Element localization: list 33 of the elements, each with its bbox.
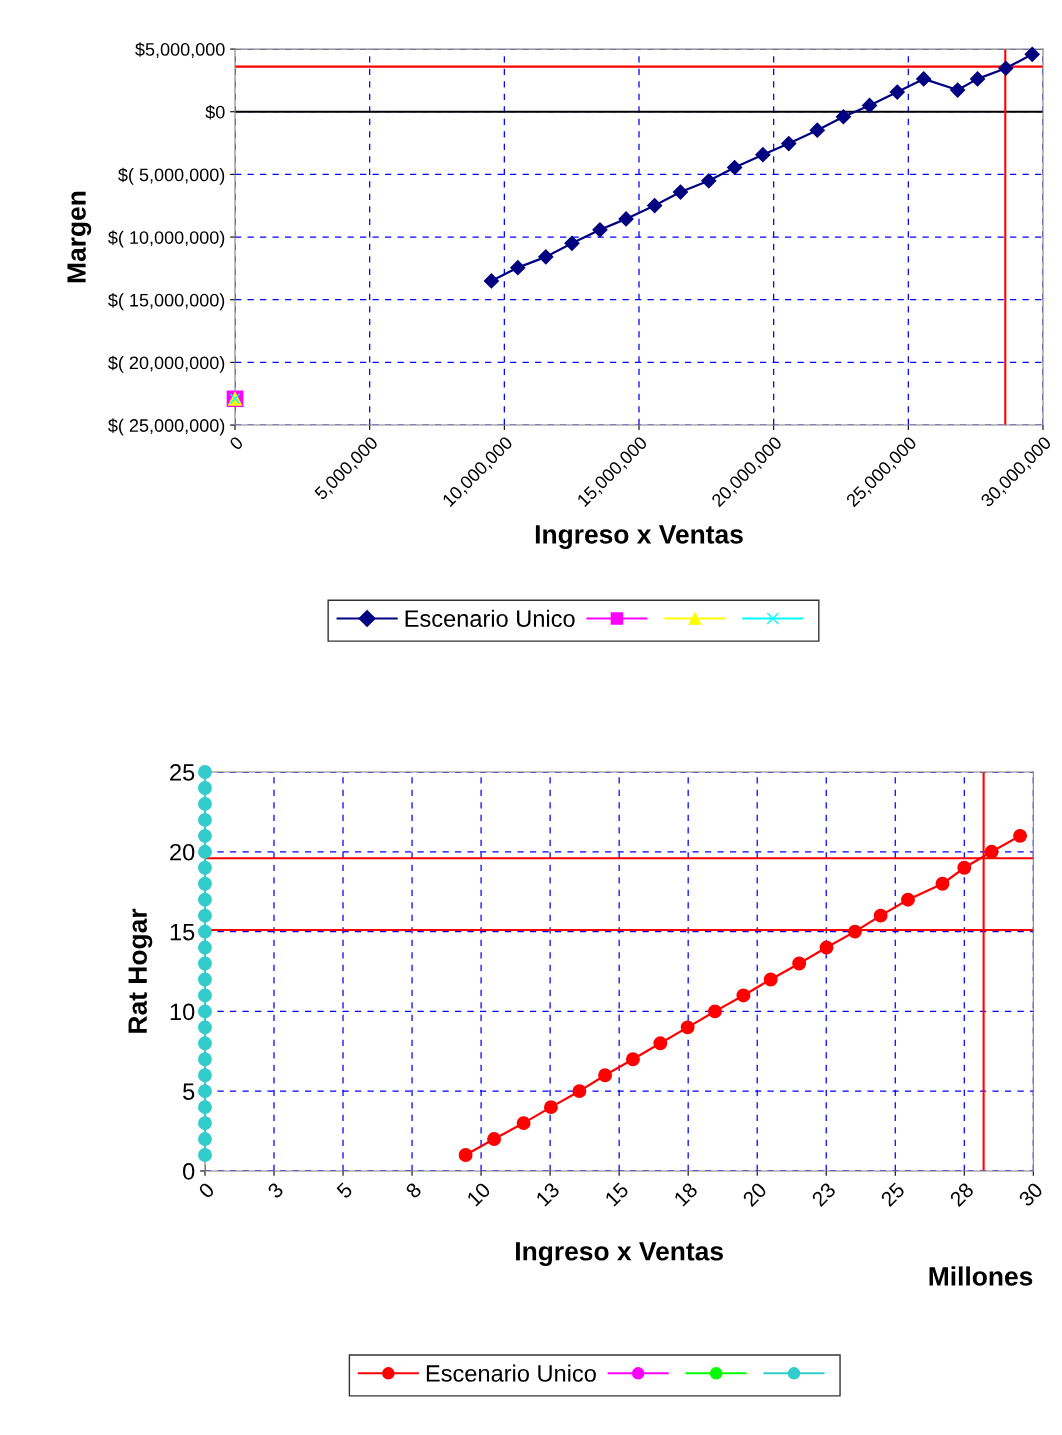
x-tick-label: 18 (673, 1181, 699, 1207)
y-tick-label: 15 (170, 923, 195, 941)
y-tick-label: 20 (170, 843, 195, 861)
y-tick-label: $( 25,000,000) (108, 418, 225, 436)
x-tick-label: 10 (466, 1181, 492, 1207)
y-tick-label: $( 20,000,000) (108, 355, 225, 373)
y-tick-label: 5 (183, 1083, 195, 1100)
x-axis-title: Ingreso x Ventas (516, 1242, 723, 1266)
x-tick-label: 28 (949, 1181, 975, 1208)
y-tick-label: 25 (170, 764, 195, 781)
y-axis-title: Rat Hogar (128, 908, 153, 1033)
x-tick-label: 30 (1017, 1181, 1044, 1208)
legend-label: Escenario Unico (426, 1364, 596, 1382)
y-tick-label: $( 10,000,000) (108, 230, 225, 248)
x-tick-label: 5 (335, 1181, 354, 1200)
x-tick-label: 20 (741, 1181, 768, 1208)
x-tick-label: 8 (404, 1181, 423, 1200)
x-tick-label: 3 (266, 1181, 285, 1200)
legend-label: Escenario Unico (405, 609, 575, 628)
x-tick-label: 13 (535, 1181, 561, 1207)
y-axis-title: Margen (67, 191, 92, 283)
text: Millones (929, 1266, 1033, 1286)
x-tick-label: 25 (880, 1181, 906, 1208)
x-tick-label: 0 (228, 435, 244, 451)
y-tick-label: $( 5,000,000) (118, 167, 225, 185)
y-tick-label: $( 15,000,000) (108, 293, 225, 311)
x-axis-title: Ingreso x Ventas (535, 525, 743, 550)
y-tick-label: 10 (170, 1003, 195, 1021)
x-tick-label: 23 (810, 1181, 837, 1208)
y-tick-label: $5,000,000 (135, 42, 225, 58)
y-tick-label: 0 (183, 1163, 195, 1180)
x-tick-label: 15 (604, 1181, 630, 1207)
y-tick-label: $0 (205, 104, 225, 120)
